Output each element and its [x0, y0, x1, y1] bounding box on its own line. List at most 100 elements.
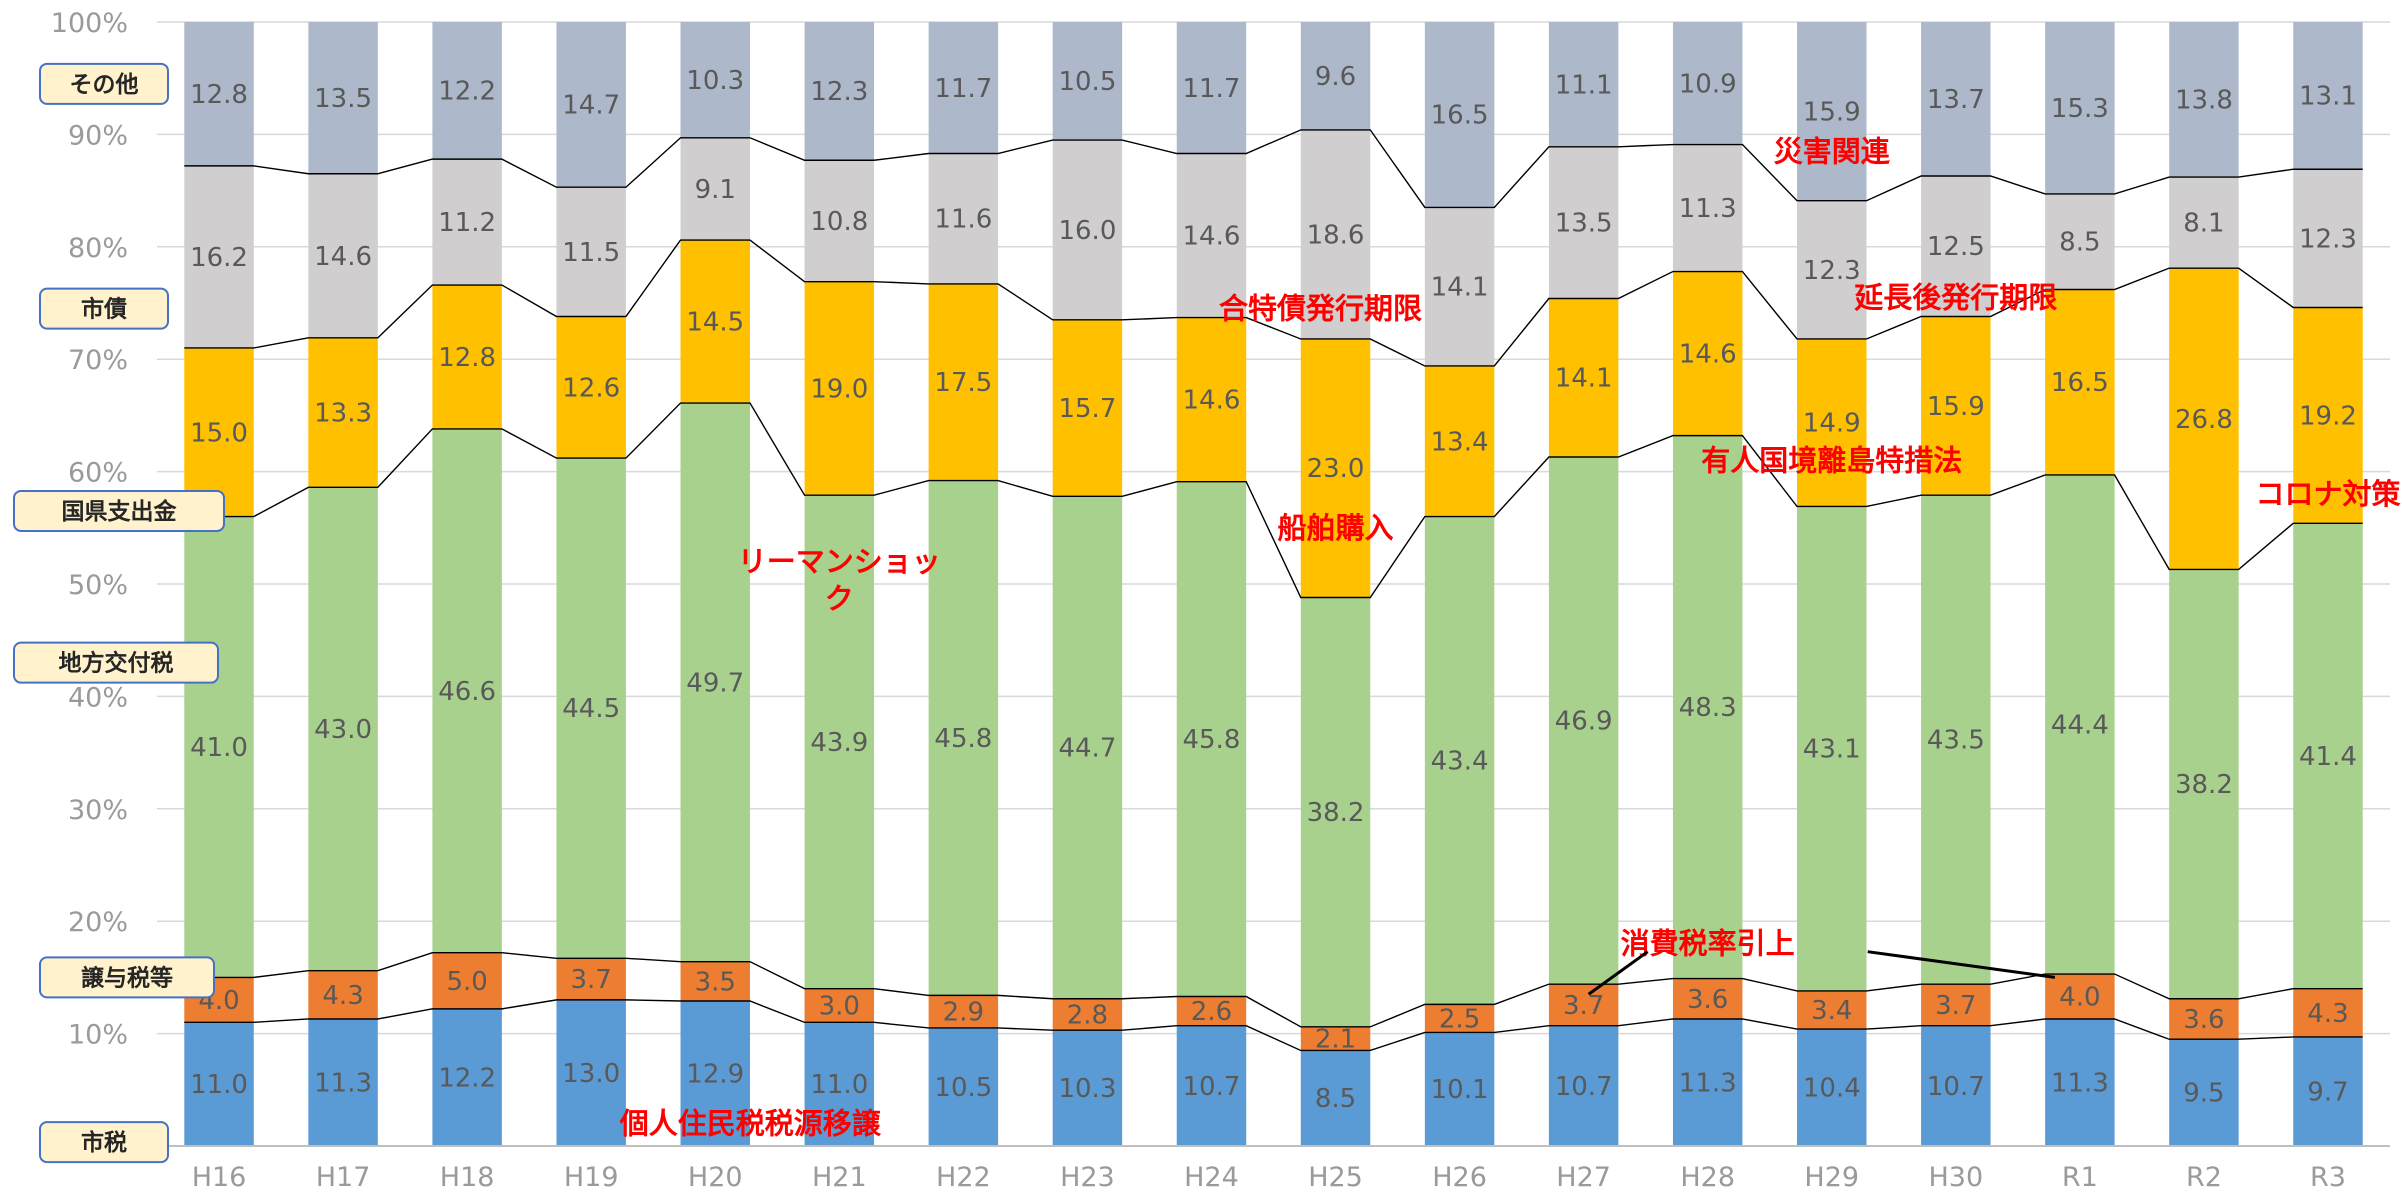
annotation: 延長後発行期限	[1853, 280, 2057, 314]
x-tick-label: H25	[1308, 1162, 1363, 1193]
bar-segment	[556, 22, 626, 188]
data-label: 11.0	[810, 1070, 868, 1100]
data-label: 10.5	[1058, 67, 1116, 97]
data-label: 12.6	[562, 373, 620, 403]
x-tick-label: H22	[936, 1162, 991, 1193]
data-label: 4.3	[322, 981, 363, 1011]
data-label: 26.8	[2175, 405, 2233, 435]
bar-segment	[928, 283, 999, 481]
data-label: 48.3	[1679, 693, 1737, 723]
y-tick-label: 20%	[68, 907, 128, 938]
data-label: 43.0	[314, 715, 372, 745]
data-label: 3.5	[695, 967, 736, 997]
bar-segment	[680, 1001, 750, 1146]
data-label: 14.7	[562, 91, 620, 121]
bar-segment	[680, 22, 750, 138]
data-label: 12.9	[686, 1060, 744, 1090]
bar-segment	[432, 428, 502, 953]
bar-segment	[2169, 998, 2239, 1040]
data-label: 13.3	[314, 399, 372, 429]
bar-segment	[2293, 307, 2363, 524]
data-label: 12.8	[438, 343, 496, 373]
bar-segment	[556, 316, 626, 459]
data-label: 10.5	[934, 1073, 992, 1103]
bar-segment	[2045, 974, 2115, 1019]
annotation: 有人国境離島特措法	[1701, 443, 1962, 477]
data-label: 14.6	[1183, 222, 1241, 252]
data-label: 4.0	[2059, 983, 2100, 1013]
bar-segment	[1300, 22, 1371, 130]
data-label: 14.1	[1555, 364, 1613, 394]
x-tick-label: H24	[1184, 1162, 1239, 1193]
bar-segment	[556, 458, 626, 959]
series-connector-line	[184, 239, 2363, 367]
data-label: 13.8	[2175, 86, 2233, 116]
series-label: 国県支出金	[62, 498, 178, 525]
bar-segment	[2169, 569, 2239, 999]
bar-segment	[2045, 1018, 2115, 1146]
data-label: 11.0	[190, 1070, 248, 1100]
data-label: 10.3	[1058, 1074, 1116, 1104]
data-label: 8.5	[1315, 1084, 1356, 1114]
bar-segment	[1797, 506, 1867, 991]
data-label: 16.5	[1431, 101, 1489, 131]
bar-segment	[308, 970, 378, 1019]
data-label: 15.9	[1927, 392, 1985, 422]
data-label: 14.6	[1679, 340, 1737, 370]
data-label: 13.5	[314, 84, 372, 114]
series-labels: 市税 譲与税等 地方交付税 国県支出金 市債 その他	[13, 62, 225, 1164]
annotation: 船舶購入	[1278, 511, 1394, 545]
bar-segment	[804, 281, 875, 496]
x-tick-label: H19	[564, 1162, 619, 1193]
y-tick-label: 80%	[68, 233, 128, 264]
bar-segment	[1548, 456, 1619, 985]
data-label: 45.8	[1183, 725, 1241, 755]
bar-segment	[1672, 978, 1743, 1019]
data-label: 14.9	[1803, 409, 1861, 439]
bar-segment	[804, 22, 875, 161]
bar-segment	[1176, 481, 1247, 997]
data-label: 15.9	[1803, 97, 1861, 127]
annotation: 災害関連	[1774, 134, 1891, 168]
annotation: ク	[825, 582, 854, 616]
data-label: 15.3	[2051, 94, 2109, 124]
bar-segment	[1176, 317, 1247, 482]
x-tick-label: H21	[812, 1162, 867, 1193]
data-label: 12.8	[190, 80, 248, 110]
data-label: 12.2	[438, 77, 496, 107]
bar-segment	[2293, 523, 2363, 989]
bar-segment	[1052, 998, 1123, 1031]
bar-segment	[432, 285, 502, 429]
bar-segment	[184, 1022, 254, 1146]
bar-segment	[2169, 1039, 2239, 1146]
bar-segment	[680, 137, 750, 241]
data-label: 3.7	[1563, 991, 1604, 1021]
x-tick-label: H23	[1060, 1162, 1115, 1193]
data-label: 8.5	[2059, 228, 2100, 258]
data-label: 10.7	[1927, 1072, 1985, 1102]
x-tick-label: H16	[192, 1162, 247, 1193]
bar-segment	[804, 1022, 875, 1146]
data-label: 46.6	[438, 677, 496, 707]
bar-segment	[2293, 169, 2363, 308]
data-label: 3.6	[1687, 985, 1728, 1015]
data-label: 2.9	[943, 998, 984, 1028]
data-label: 3.7	[571, 965, 612, 995]
bar-segment	[1672, 435, 1743, 979]
bar-segment	[1176, 996, 1247, 1026]
data-label: 2.6	[1191, 997, 1232, 1027]
bar-segment	[1176, 153, 1247, 318]
bar-segment	[1921, 175, 1991, 317]
bar-segment	[1424, 1004, 1495, 1033]
data-label: 43.4	[1431, 746, 1489, 776]
y-tick-label: 40%	[68, 682, 128, 713]
bar-segment	[1797, 200, 1867, 339]
data-label: 14.6	[314, 242, 372, 272]
series-label-box	[39, 956, 215, 999]
y-tick-label: 90%	[68, 120, 128, 151]
data-label: 16.2	[190, 243, 248, 273]
bar-segment	[1921, 1025, 1991, 1146]
bar-segment	[1921, 984, 1991, 1026]
data-label: 44.7	[1058, 734, 1116, 764]
bar-segment	[1424, 516, 1495, 1005]
